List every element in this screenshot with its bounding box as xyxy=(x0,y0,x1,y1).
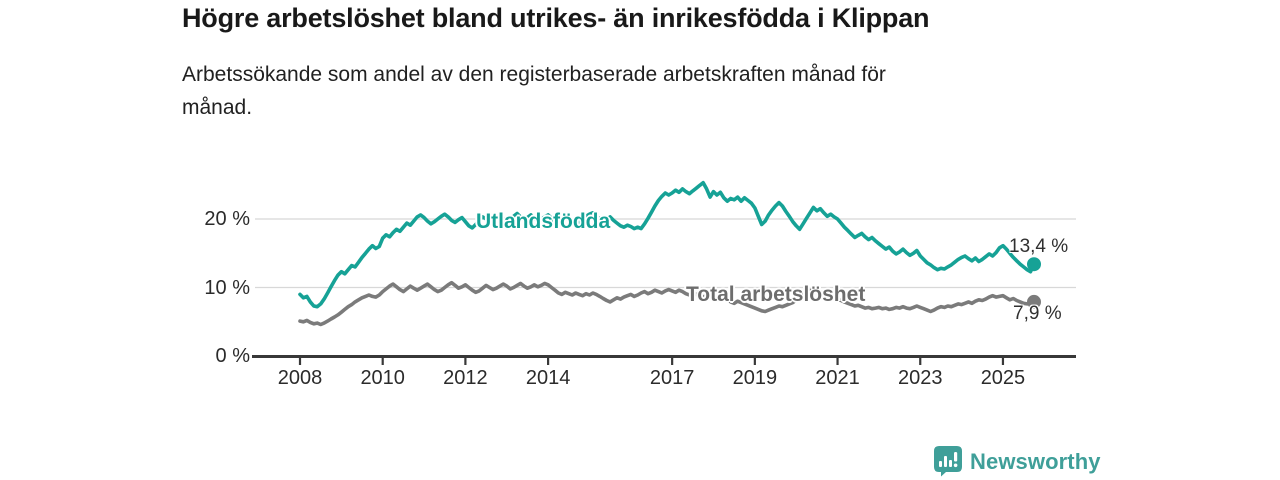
newsworthy-icon xyxy=(934,446,962,477)
x-tick-label-2019: 2019 xyxy=(732,367,778,389)
end-value-label-total: 7,9 % xyxy=(1013,303,1062,324)
x-tick-label-2021: 2021 xyxy=(815,367,860,389)
x-tick-label-2025: 2025 xyxy=(980,367,1026,389)
y-tick-label-20: 20 % xyxy=(204,208,250,230)
newsworthy-logo[interactable]: Newsworthy xyxy=(934,446,1101,477)
x-tick-label-2014: 2014 xyxy=(525,367,571,389)
y-tick-label-10: 10 % xyxy=(204,276,250,299)
series-label-utlandsfodda: Utlandsfödda xyxy=(476,210,611,233)
x-tick-label-2010: 2010 xyxy=(360,367,405,389)
series-end-dot-total-arbetsl-shet xyxy=(1027,294,1041,309)
series-line-total-arbetsl-shet xyxy=(298,280,1036,327)
x-tick-label-2008: 2008 xyxy=(277,367,323,389)
x-tick-label-2023: 2023 xyxy=(898,367,943,389)
chart-subtitle: Arbetssökande som andel av den registerb… xyxy=(182,63,886,119)
x-tick-label-2017: 2017 xyxy=(649,367,695,389)
newsworthy-logo-text: Newsworthy xyxy=(970,448,1101,474)
series-end-dot-utlandsf-dda xyxy=(1027,257,1041,272)
y-tick-label-0: 0 % xyxy=(215,345,250,367)
x-tick-label-2012: 2012 xyxy=(443,367,488,389)
chart-title: Högre arbetslöshet bland utrikes- än inr… xyxy=(182,3,930,33)
end-value-label-utlandsfodda: 13,4 % xyxy=(1009,236,1069,257)
series-line-utlandsf-dda xyxy=(298,180,1036,309)
series-label-total-arbetsloshet: Total arbetslöshet xyxy=(686,283,866,306)
